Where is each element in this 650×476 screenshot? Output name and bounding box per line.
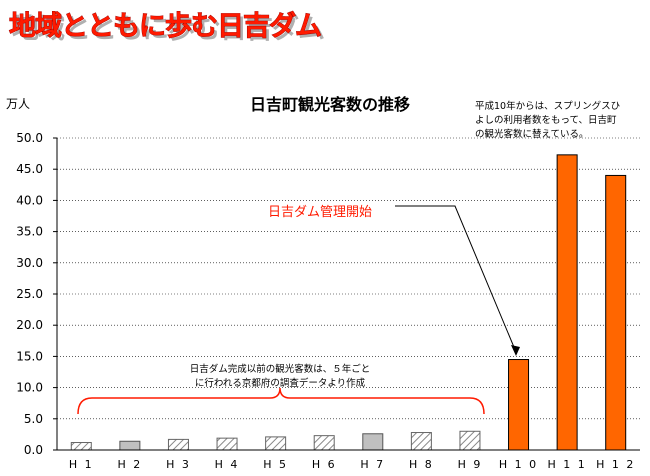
brace-note-line: に行われる京都府の調査データより作成 [195, 377, 366, 389]
bar-h10 [508, 359, 530, 451]
top-note-line: 平成10年からは、スプリングスひ [475, 100, 620, 112]
bar-h7 [362, 433, 384, 451]
gridlines [57, 137, 640, 420]
x-axis-ticks: H 1 H 2 H 3 H 4 H 5 H 6 H 7 H 8 H 9 H 1 0 H 1 1 H 1… [69, 458, 635, 471]
y-tick-label: 45.0 [16, 162, 43, 176]
x-tick-label: H 3 [166, 458, 191, 471]
bar-h9 [459, 430, 481, 451]
y-tick-label: 0.0 [24, 443, 43, 457]
dam-start-label: 日吉ダム管理開始 [268, 205, 372, 220]
x-tick-label: H 1 1 [547, 458, 586, 471]
bars [70, 154, 627, 451]
bar-h6 [313, 435, 335, 451]
x-tick-label: H 7 [360, 458, 385, 471]
x-tick-label: H 1 [69, 458, 94, 471]
x-tick-label: H 1 0 [499, 458, 538, 471]
chart-title: 日吉町観光客数の推移 [250, 95, 410, 114]
x-tick-label: H 9 [458, 458, 483, 471]
brace-note-line: 日吉ダム完成以前の観光客数は、５年ごと [190, 363, 371, 375]
y-axis-ticks: 0.0 5.0 10.0 15.0 20.0 25.0 30.0 35.0 40.0 45.0 50… [16, 131, 57, 457]
bar-h3 [167, 438, 189, 451]
x-tick-label: H 1 2 [596, 458, 635, 471]
y-tick-label: 20.0 [16, 318, 43, 332]
bar-h5 [265, 436, 287, 451]
x-tick-label: H 2 [117, 458, 142, 471]
bar-h8 [410, 432, 432, 451]
top-note: 平成10年からは、スプリングスひ よしの利用者数をもって、日吉町 の観光客数に替… [475, 100, 620, 140]
x-tick-label: H 4 [215, 458, 240, 471]
y-tick-label: 30.0 [16, 256, 43, 270]
x-tick-label: H 5 [263, 458, 288, 471]
banner-title: 地域とともに歩む日吉ダム [9, 10, 321, 42]
top-note-line: の観光客数に替えている。 [475, 128, 589, 140]
bar-h2 [119, 440, 141, 451]
y-unit-label: 万人 [6, 97, 30, 111]
top-note-line: よしの利用者数をもって、日吉町 [475, 114, 617, 126]
y-tick-label: 15.0 [16, 349, 43, 363]
bar-h4 [216, 437, 238, 451]
y-tick-label: 10.0 [16, 381, 43, 395]
x-tick-label: H 6 [312, 458, 337, 471]
brace-bracket [77, 387, 485, 415]
dam-start-arrow [395, 205, 517, 353]
dam-start-arrowhead [511, 345, 520, 356]
x-tick-label: H 8 [409, 458, 434, 471]
y-tick-label: 40.0 [16, 193, 43, 207]
y-tick-label: 35.0 [16, 225, 43, 239]
y-tick-label: 5.0 [24, 412, 43, 426]
bar-h11 [556, 154, 578, 451]
bar-h1 [70, 442, 92, 451]
y-tick-label: 25.0 [16, 287, 43, 301]
banner-title-shadow: 地域とともに歩む日吉ダム [12, 13, 324, 45]
bar-h12 [605, 174, 627, 451]
y-tick-label: 50.0 [16, 131, 43, 145]
